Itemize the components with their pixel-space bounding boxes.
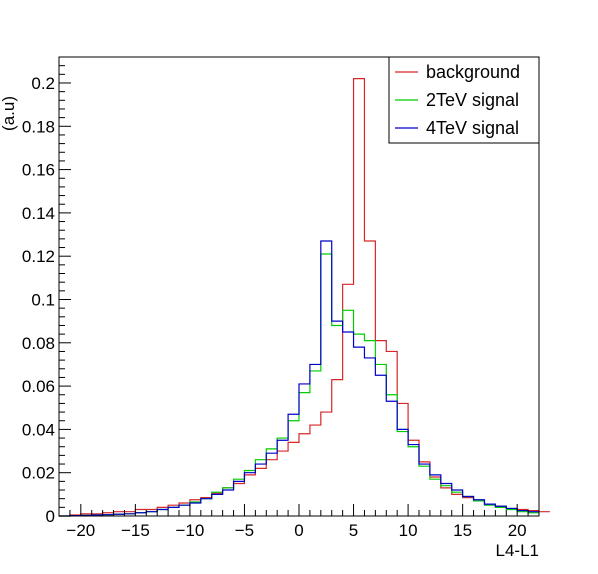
legend: background 2TeV signal 4TeV signal [388,56,540,144]
x-tick-label: 5 [349,521,358,540]
series-line-2 [59,240,539,517]
x-tick-label: −15 [121,521,150,540]
x-tick-label: −5 [235,521,254,540]
plot-area [59,78,550,517]
axes: 0 0.02 0.04 0.06 0.08 0.1 0.12 0.14 0.16 0.18 0.2 −… [22,56,540,540]
x-tick-label: 0 [294,521,303,540]
y-tick-label: 0.18 [22,117,55,136]
y-tick-label: 0 [46,507,55,526]
y-tick-label: 0.1 [31,290,55,309]
y-tick-label: 0.02 [22,464,55,483]
y-tick-label: 0.2 [31,74,55,93]
legend-label-2: 4TeV signal [426,118,519,138]
x-tick-label: 10 [399,521,418,540]
y-tick-label: 0.16 [22,161,55,180]
legend-label-0: background [426,62,520,82]
y-tick-label: 0.12 [22,247,55,266]
x-tick-label: 20 [508,521,527,540]
legend-label-1: 2TeV signal [426,90,519,110]
legend-box [388,56,540,144]
y-tick-label: 0.06 [22,377,55,396]
y-tick-label: 0.14 [22,204,55,223]
x-tick-label: −20 [66,521,95,540]
x-axis-label: L4-L1 [496,541,539,560]
y-tick-label: 0.08 [22,334,55,353]
y-axis-label: (a.u) [0,96,18,131]
x-tick-label: −10 [175,521,204,540]
series-line-0 [59,78,550,517]
y-tick-label: 0.04 [22,420,55,439]
x-tick-label: 15 [453,521,472,540]
